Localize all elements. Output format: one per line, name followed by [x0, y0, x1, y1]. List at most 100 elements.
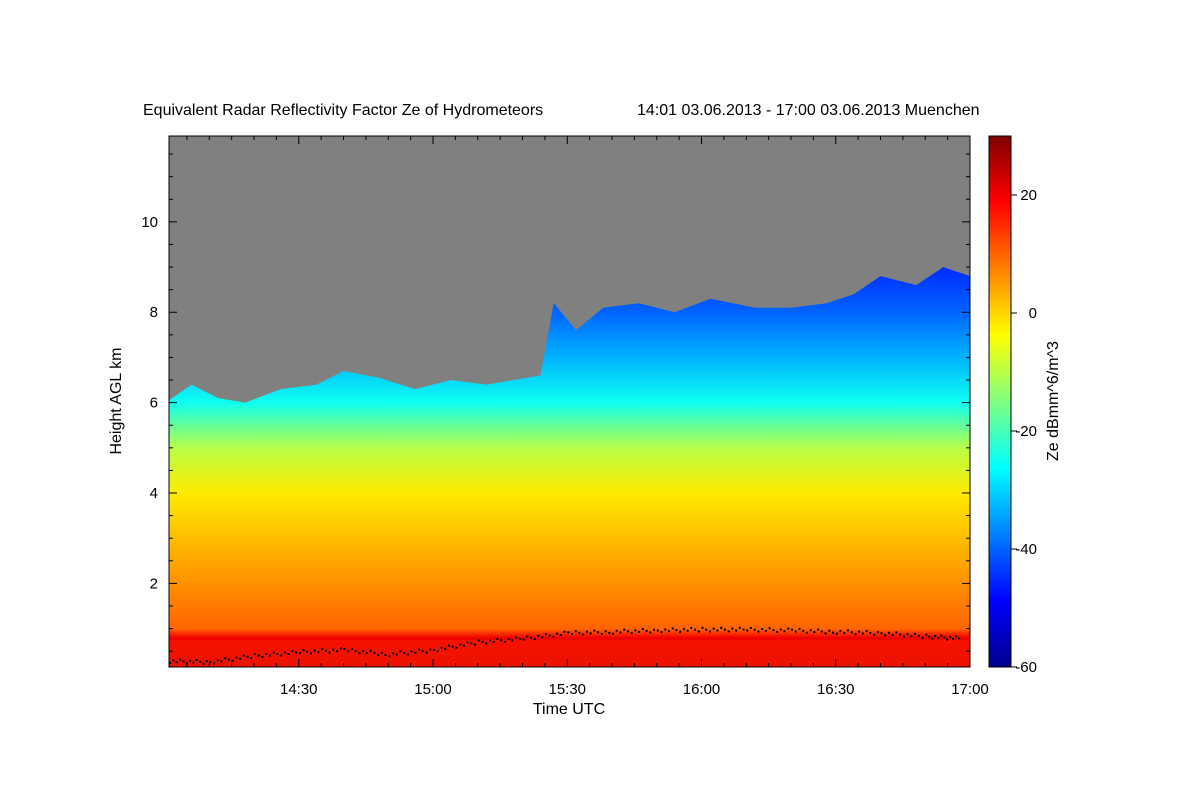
y-tick-label: 8	[150, 304, 158, 321]
cloud-base-marker	[339, 647, 342, 650]
cloud-base-marker	[854, 633, 857, 636]
cloud-base-marker	[567, 631, 570, 634]
y-axis: 2 4 6 8 10	[141, 153, 970, 652]
cloud-base-marker	[526, 635, 529, 638]
cloud-base-marker	[578, 631, 581, 634]
cloud-base-marker	[481, 640, 484, 643]
cloud-base-marker	[828, 629, 831, 632]
cloud-base-marker	[354, 650, 357, 653]
cloud-base-marker	[250, 657, 253, 660]
cloud-base-marker	[757, 630, 760, 633]
cloud-base-marker	[380, 651, 383, 654]
cloud-base-marker	[485, 642, 488, 645]
cloud-base-marker	[869, 631, 872, 634]
cloud-base-marker	[541, 636, 544, 639]
cloud-base-marker	[246, 655, 249, 658]
cloud-base-marker	[392, 652, 394, 655]
cloud-base-marker	[604, 630, 607, 633]
cloud-base-marker	[619, 631, 622, 634]
cloud-base-marker	[306, 650, 309, 653]
cloud-base-marker	[958, 637, 961, 640]
cloud-base-marker	[921, 636, 924, 639]
cloud-base-marker	[518, 637, 521, 640]
cloud-base-marker	[556, 632, 559, 635]
cloud-base-marker	[530, 636, 532, 639]
chart-period: 14:01 03.06.2013 - 17:00 03.06.2013 Muen…	[637, 102, 980, 119]
cloud-base-marker	[369, 649, 372, 652]
cloud-base-marker	[917, 634, 920, 637]
cloud-base-marker	[697, 630, 700, 633]
cloud-base-marker	[630, 632, 633, 635]
cloud-base-marker	[492, 640, 495, 643]
cloud-base-marker	[261, 656, 264, 658]
cloud-base-marker	[395, 653, 398, 656]
cloud-base-marker	[585, 630, 588, 633]
cloud-base-marker	[902, 635, 905, 638]
cloud-base-marker	[593, 629, 596, 632]
cloud-base-marker	[809, 629, 812, 632]
cloud-base-marker	[817, 628, 820, 631]
cloud-base-marker	[544, 633, 547, 636]
cloud-base-marker	[865, 629, 868, 632]
x-tick-label: 16:30	[817, 681, 855, 698]
cloud-base-marker	[265, 653, 268, 655]
cloud-base-marker	[589, 632, 592, 635]
cloud-base-marker	[399, 650, 402, 653]
cloud-base-marker	[742, 628, 745, 631]
cloud-base-marker	[761, 628, 764, 630]
cloud-base-marker	[474, 643, 476, 646]
cloud-base-marker	[257, 654, 260, 657]
cloud-base-marker	[694, 628, 697, 631]
cloud-base-marker	[358, 652, 361, 655]
cloud-base-marker	[571, 633, 573, 635]
cloud-base-marker	[175, 661, 178, 664]
cloud-base-marker	[216, 659, 219, 662]
cloud-base-marker	[873, 633, 875, 636]
cloud-base-marker	[310, 652, 312, 655]
cloud-base-marker	[656, 629, 659, 632]
cloud-base-marker	[843, 632, 846, 634]
cloud-base-marker	[496, 637, 499, 640]
cloud-base-marker	[406, 653, 409, 656]
cloud-base-marker	[283, 651, 286, 654]
cloud-base-marker	[832, 631, 834, 634]
cloud-base-marker	[280, 654, 283, 657]
cloud-base-marker	[332, 648, 335, 651]
cloud-base-marker	[447, 644, 450, 647]
cloud-base-marker	[623, 628, 626, 631]
cloud-base-marker	[324, 649, 327, 652]
cloud-base-marker	[712, 627, 715, 630]
cloud-base-marker	[839, 630, 842, 633]
cloud-base-marker	[317, 651, 320, 654]
cloud-base-marker	[298, 652, 301, 655]
cloud-base-marker	[850, 631, 853, 634]
cloud-base-marker	[931, 637, 934, 640]
cloud-base-marker	[750, 626, 752, 629]
x-axis: 14:30 15:00 15:30 16:00 16:30 17:00	[186, 136, 989, 698]
cloud-base-marker	[302, 649, 305, 652]
cloud-base-marker	[455, 646, 458, 649]
cloud-base-marker	[880, 632, 883, 635]
cloud-base-marker	[720, 626, 723, 629]
cloud-base-marker	[899, 633, 902, 636]
cloud-base-marker	[444, 647, 447, 650]
cloud-base-marker	[600, 633, 603, 635]
cloud-base-marker	[615, 629, 618, 632]
cloud-base-marker	[891, 633, 894, 636]
cloud-base-marker	[634, 629, 637, 632]
cloud-base-marker	[388, 655, 391, 658]
cloud-base-marker	[928, 635, 931, 638]
colorbar-tick-label: -60	[1015, 659, 1037, 676]
x-tick-label: 15:00	[414, 681, 452, 698]
plot-frame	[168, 135, 971, 668]
cloud-base-marker	[776, 631, 779, 633]
cloud-base-marker	[746, 629, 749, 632]
cloud-base-marker	[552, 635, 555, 638]
cloud-base-marker	[664, 628, 667, 631]
cloud-base-marker	[876, 631, 879, 634]
cloud-base-marker	[779, 628, 782, 631]
cloud-base-marker	[328, 651, 331, 654]
reflectivity-field	[169, 267, 970, 667]
cloud-base-marker	[952, 638, 955, 640]
x-tick-label: 17:00	[951, 681, 989, 698]
